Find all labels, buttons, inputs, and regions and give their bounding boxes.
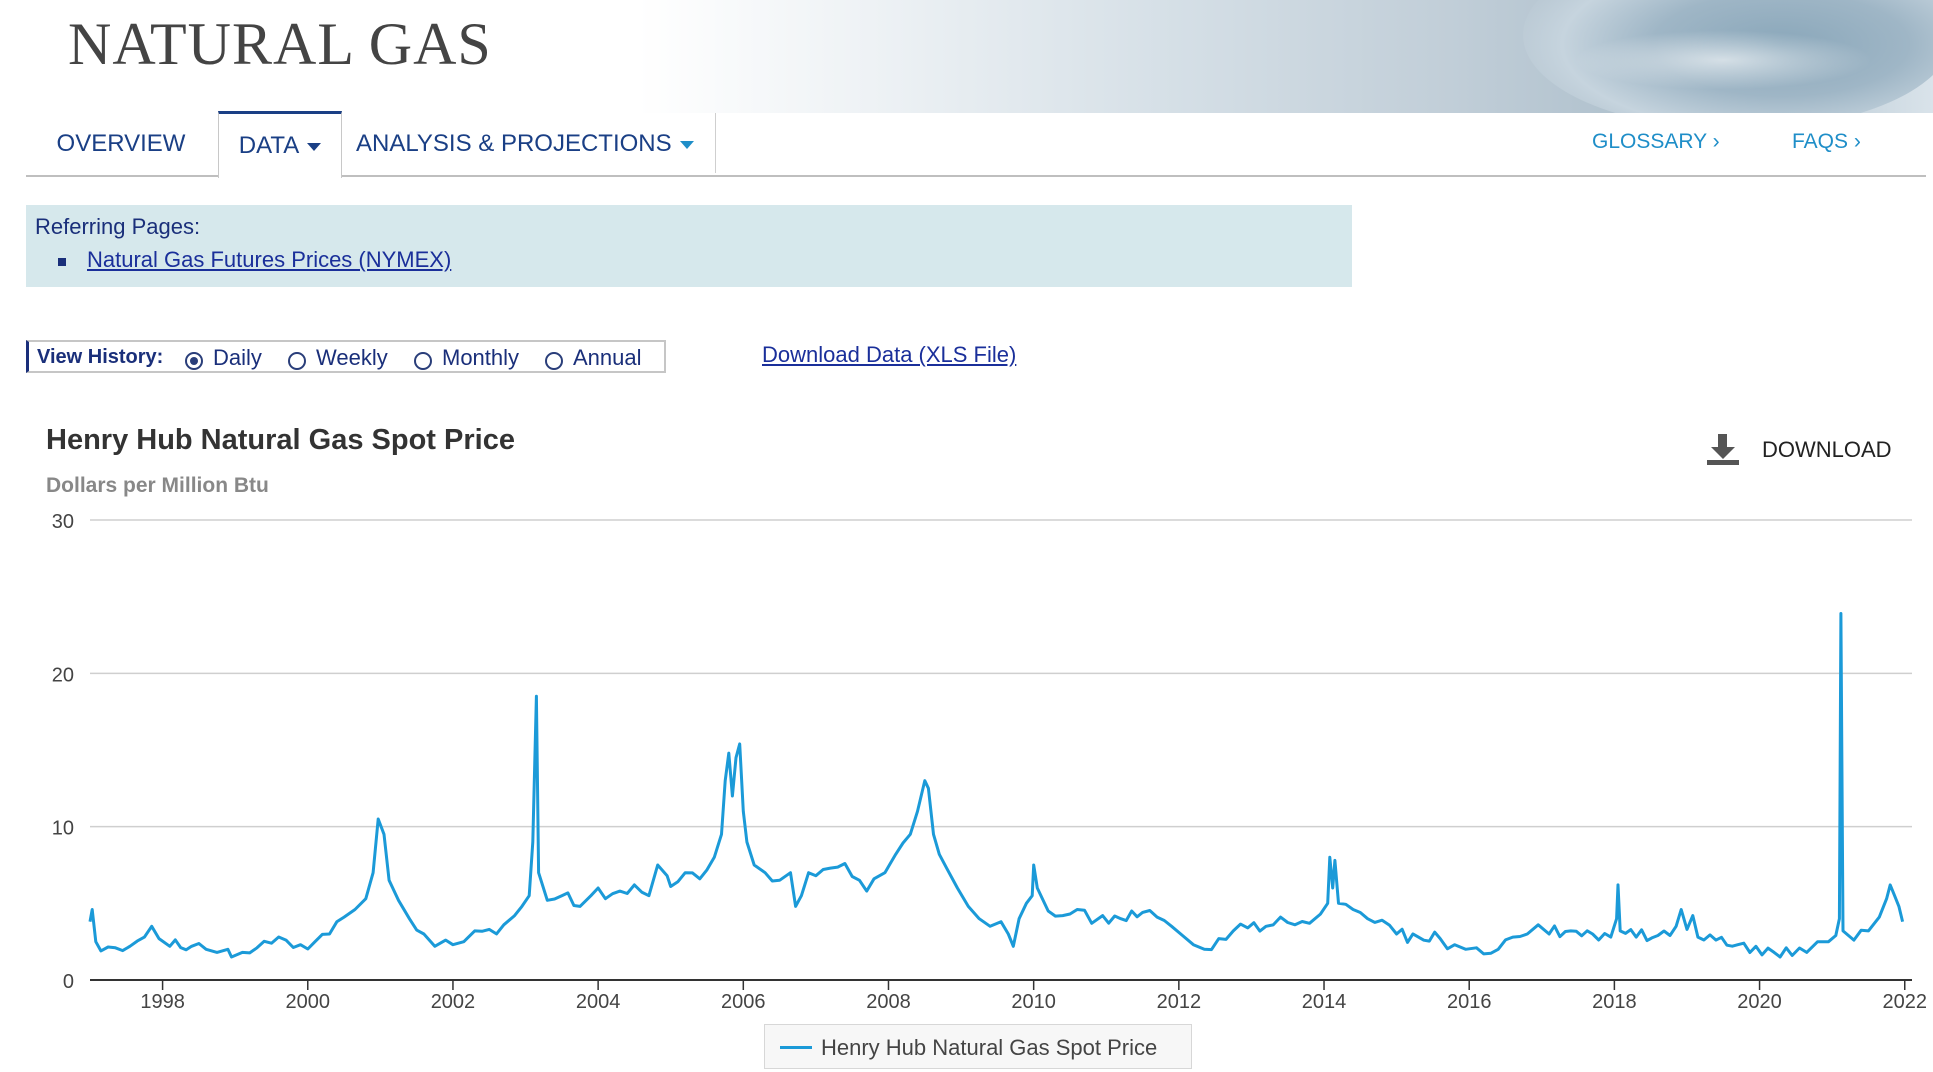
y-tick-label: 0 — [63, 971, 74, 993]
x-tick-label: 2002 — [431, 991, 476, 1013]
nav-overview-label: OVERVIEW — [56, 130, 186, 157]
main-nav: OVERVIEW DATA ANALYSIS & PROJECTIONS GLO… — [26, 111, 1926, 178]
glossary-link[interactable]: GLOSSARY › — [1592, 130, 1720, 153]
x-tick-label: 2010 — [1011, 991, 1056, 1013]
radio-monthly-label: Monthly — [442, 345, 520, 370]
nymex-futures-link[interactable]: Natural Gas Futures Prices (NYMEX) — [87, 247, 452, 272]
x-tick-label: 1998 — [140, 991, 185, 1013]
radio-annual-label: Annual — [573, 345, 642, 370]
chart-title: Henry Hub Natural Gas Spot Price — [46, 424, 515, 456]
chart-subtitle: Dollars per Million Btu — [46, 474, 269, 497]
x-tick-label: 2012 — [1157, 991, 1202, 1013]
radio-unchecked-icon — [545, 352, 563, 370]
download-icon — [1707, 434, 1739, 465]
nav-analysis-projections[interactable]: ANALYSIS & PROJECTIONS — [356, 113, 706, 175]
x-tick-label: 2020 — [1737, 991, 1782, 1013]
site-title: NATURAL GAS — [68, 11, 492, 77]
y-tick-label: 30 — [52, 511, 74, 533]
view-history-selector: View History: Daily Weekly Monthly Annua… — [26, 340, 666, 373]
faqs-link[interactable]: FAQS › — [1792, 130, 1861, 153]
y-tick-label: 20 — [52, 664, 74, 686]
x-tick-label: 2018 — [1592, 991, 1637, 1013]
nav-data-label: DATA — [238, 132, 300, 159]
series-line-henry-hub — [88, 612, 1905, 959]
view-history-label: View History: — [37, 346, 164, 368]
x-tick-label: 2000 — [286, 991, 331, 1013]
legend-swatch — [780, 1046, 812, 1049]
x-tick-label: 2014 — [1302, 991, 1347, 1013]
x-tick-label: 2006 — [721, 991, 766, 1013]
nav-overview[interactable]: OVERVIEW — [26, 113, 216, 175]
x-tick-label: 2008 — [866, 991, 911, 1013]
nav-divider — [715, 113, 716, 173]
header-banner: NATURAL GAS — [0, 0, 1933, 113]
x-tick-label: 2004 — [576, 991, 621, 1013]
referring-pages-panel: Referring Pages: Natural Gas Futures Pri… — [26, 205, 1352, 287]
radio-unchecked-icon — [414, 352, 432, 370]
x-tick-label: 2022 — [1882, 991, 1927, 1013]
chevron-down-icon — [679, 140, 694, 149]
chart-legend[interactable]: Henry Hub Natural Gas Spot Price — [764, 1024, 1192, 1069]
nav-analysis-label: ANALYSIS & PROJECTIONS — [356, 130, 672, 157]
radio-unchecked-icon — [288, 352, 306, 370]
radio-weekly-label: Weekly — [316, 345, 388, 370]
chart-download-label: DOWNLOAD — [1762, 437, 1892, 462]
chevron-down-icon — [307, 142, 322, 151]
y-tick-label: 10 — [52, 818, 74, 840]
download-xls-link[interactable]: Download Data (XLS File) — [762, 342, 1017, 367]
price-chart: 0 10 20 30 1998 2000 2002 2004 2006 2008 2010 2012 2… — [52, 511, 1927, 1013]
legend-label: Henry Hub Natural Gas Spot Price — [821, 1035, 1158, 1060]
referring-pages-title: Referring Pages: — [35, 214, 201, 239]
x-tick-label: 2016 — [1447, 991, 1492, 1013]
radio-checked-icon — [185, 352, 203, 370]
bullet-icon — [58, 258, 66, 266]
nav-data[interactable]: DATA — [218, 111, 342, 178]
radio-daily-label: Daily — [213, 345, 262, 370]
